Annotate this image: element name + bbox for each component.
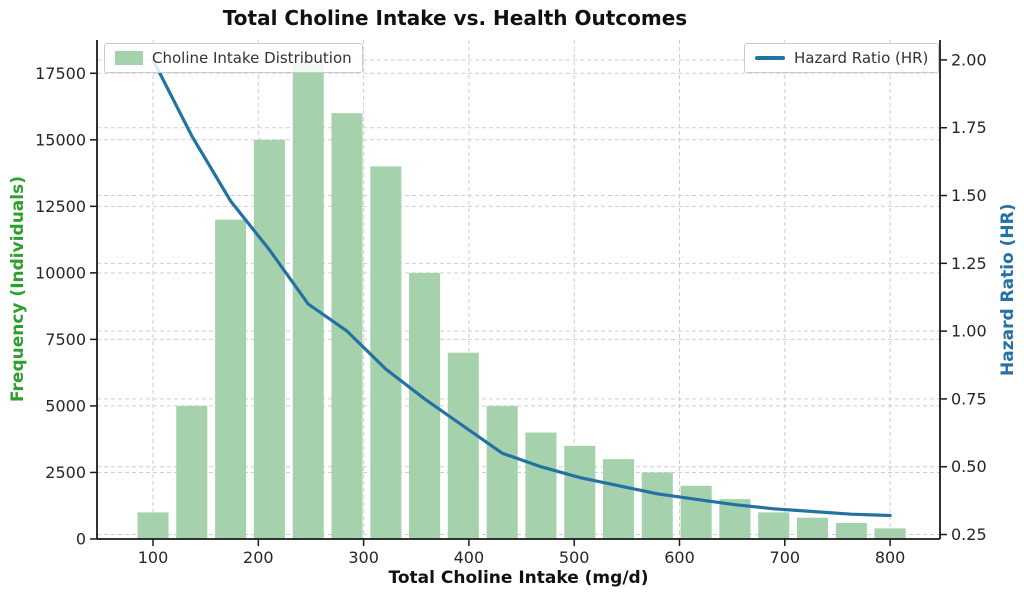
left-tick-label: 12500	[35, 197, 86, 216]
axis-spines	[96, 40, 941, 540]
histogram-bars	[137, 59, 906, 540]
chart-title: Total Choline Intake vs. Health Outcomes	[222, 6, 688, 30]
x-tick-label: 500	[559, 548, 590, 567]
x-axis-label: Total Choline Intake (mg/d)	[388, 568, 649, 588]
hr-line	[151, 58, 892, 518]
histogram-bar	[253, 139, 285, 540]
right-tick-label: 1.75	[951, 118, 987, 137]
left-tick-label: 5000	[45, 396, 86, 415]
histogram-bar	[331, 113, 363, 539]
histogram-bar	[215, 219, 247, 539]
right-tick-label: 0.25	[951, 525, 987, 544]
histogram-bar	[874, 528, 906, 539]
right-tick-label: 1.00	[951, 322, 987, 341]
histogram-bar	[680, 485, 712, 539]
histogram-bar	[486, 405, 518, 539]
left-tick-label: 10000	[35, 263, 86, 282]
histogram-bar	[370, 166, 402, 539]
tick-marks	[90, 59, 947, 546]
histogram-bar	[447, 352, 479, 539]
right-axis-label: Hazard Ratio (HR)	[998, 203, 1018, 376]
left-tick-label: 17500	[35, 64, 86, 83]
histogram-bar	[641, 472, 673, 539]
line-swatch-icon	[755, 56, 785, 60]
right-tick-label: 0.75	[951, 389, 987, 408]
x-tick-label: 200	[243, 548, 274, 567]
left-tick-label: 15000	[35, 130, 86, 149]
histogram-bar	[758, 512, 790, 539]
histogram-bar	[525, 432, 557, 539]
right-tick-label: 0.50	[951, 457, 987, 476]
histogram-bar	[564, 445, 596, 539]
histogram-bar	[796, 517, 829, 539]
legend-label-bars: Choline Intake Distribution	[152, 49, 352, 67]
legend-hazard-ratio: Hazard Ratio (HR)	[744, 43, 940, 73]
left-axis-label: Frequency (Individuals)	[8, 176, 28, 403]
x-tick-label: 300	[348, 548, 379, 567]
right-tick-label: 1.50	[951, 186, 987, 205]
tick-labels: 0 2500 5000 7500 10000 12500 15000 17500 100 200 3…	[35, 50, 987, 567]
legend-choline-distribution: Choline Intake Distribution	[104, 43, 363, 73]
left-tick-label: 0	[76, 530, 86, 549]
bar-swatch-icon	[115, 51, 143, 65]
legend-label-line: Hazard Ratio (HR)	[794, 49, 929, 67]
right-tick-label: 1.25	[951, 254, 987, 273]
histogram-bar	[137, 512, 169, 539]
histogram-bar	[292, 59, 324, 540]
right-tick-label: 2.00	[951, 50, 987, 69]
x-tick-label: 600	[664, 548, 695, 567]
x-tick-label: 400	[454, 548, 485, 567]
left-tick-label: 2500	[45, 463, 86, 482]
x-tick-label: 700	[770, 548, 801, 567]
histogram-bar	[603, 459, 635, 539]
histogram-bar	[835, 523, 867, 539]
left-tick-label: 7500	[45, 330, 86, 349]
histogram-bar	[176, 405, 208, 539]
x-tick-label: 800	[875, 548, 906, 567]
x-tick-label: 100	[138, 548, 169, 567]
